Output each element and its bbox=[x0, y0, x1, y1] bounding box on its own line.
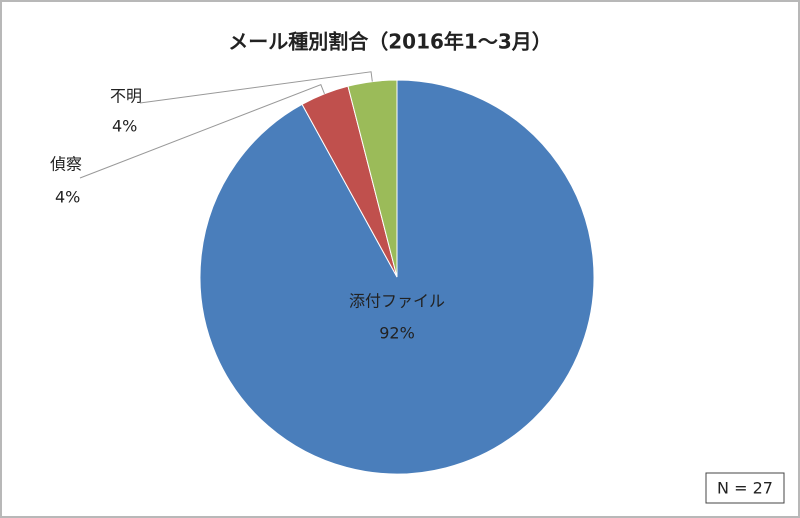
chart-title: メール種別割合（2016年1～3月） bbox=[228, 30, 552, 54]
value-label: 4% bbox=[112, 117, 137, 136]
value-label: 4% bbox=[55, 188, 80, 207]
pie-slice bbox=[347, 79, 398, 278]
leader-line bbox=[79, 84, 325, 179]
slice-label: 添付ファイル bbox=[349, 292, 445, 311]
slice-label: 不明 bbox=[110, 87, 142, 106]
annotation-box bbox=[705, 472, 785, 504]
annotation: N = 27 bbox=[717, 479, 773, 498]
value-label: 92% bbox=[379, 324, 415, 343]
leader-line bbox=[139, 71, 373, 104]
slice-label: 偵察 bbox=[50, 155, 82, 174]
